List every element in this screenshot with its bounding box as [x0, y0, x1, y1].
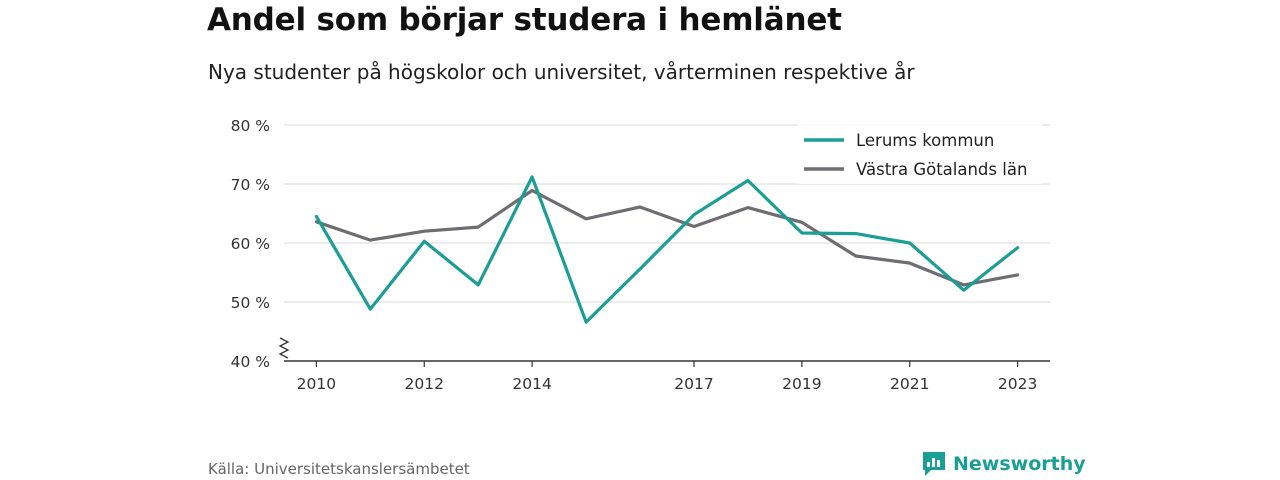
y-tick-label: 80 %	[231, 117, 270, 135]
x-tick-label: 2021	[890, 375, 929, 393]
brand-logo: Newsworthy	[921, 450, 1086, 478]
y-tick-label: 70 %	[231, 176, 270, 194]
newsworthy-logo-icon	[923, 452, 945, 476]
line-chart: 40 %50 %60 %70 %80 % 2010 2012 2014 2017 201…	[231, 117, 1050, 393]
x-axis: 2010 2012 2014 2017 2019 2021 2023	[278, 337, 1050, 393]
legend-background	[797, 124, 1042, 184]
legend-label: Västra Götalands län	[856, 160, 1027, 179]
axis-break-mark	[278, 337, 290, 359]
x-tick-label: 2017	[674, 375, 713, 393]
y-axis-ticks: 40 % 50 % 60 % 70 % 80 %	[231, 117, 270, 371]
y-tick-label: 50 %	[231, 294, 270, 312]
x-tick-label: 2019	[782, 375, 821, 393]
chart-subtitle: Nya studenter på högskolor och universit…	[208, 60, 915, 84]
x-tick-label: 2023	[998, 375, 1037, 393]
legend: Lerums kommun Västra Götalands län	[797, 124, 1042, 184]
x-tick-label: 2014	[512, 375, 551, 393]
y-tick-label: 60 %	[231, 235, 270, 253]
legend-label: Lerums kommun	[856, 131, 994, 150]
series-line	[314, 188, 1020, 287]
brand-name: Newsworthy	[953, 453, 1086, 475]
y-tick-label: 40 %	[231, 353, 270, 371]
x-tick-label: 2012	[405, 375, 444, 393]
series-lines	[314, 175, 1020, 324]
x-tick-label: 2010	[297, 375, 336, 393]
series-line	[314, 175, 1020, 324]
source-note: Källa: Universitetskanslersämbetet	[208, 460, 470, 478]
chart-title: Andel som börjar studera i hemlänet	[207, 2, 842, 38]
